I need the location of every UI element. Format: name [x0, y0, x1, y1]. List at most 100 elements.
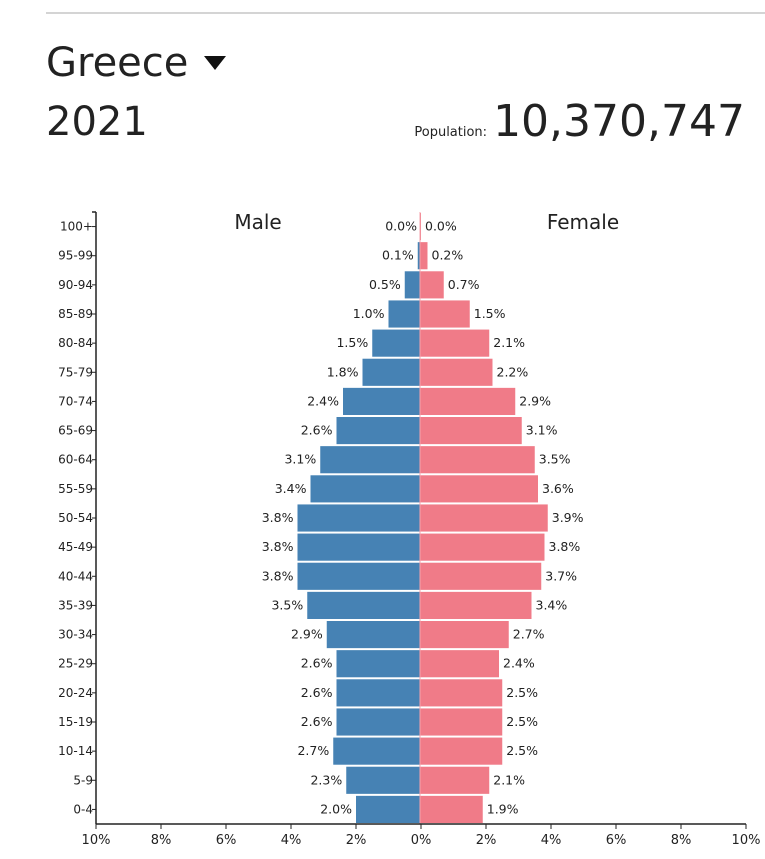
- population-value: 10,370,747: [493, 96, 745, 147]
- female-value-label: 3.9%: [552, 510, 584, 525]
- year-label: 2021: [46, 99, 148, 145]
- age-group-label: 10-14: [58, 744, 93, 758]
- age-group-label: 90-94: [58, 278, 93, 292]
- female-bar: [420, 795, 483, 823]
- male-value-label: 0.5%: [369, 277, 401, 292]
- female-value-label: 3.1%: [526, 423, 558, 438]
- x-axis-tick-label: 4%: [281, 833, 302, 848]
- male-value-label: 3.5%: [271, 597, 303, 612]
- male-bar: [362, 358, 420, 386]
- male-value-label: 3.8%: [262, 568, 294, 583]
- caret-down-icon: [204, 56, 227, 70]
- female-bar: [420, 533, 545, 561]
- male-value-label: 1.0%: [353, 306, 385, 321]
- male-bar: [336, 417, 420, 445]
- female-bar: [420, 708, 503, 736]
- female-value-label: 2.2%: [497, 364, 529, 379]
- age-group-label: 75-79: [58, 365, 93, 379]
- female-value-label: 3.6%: [542, 481, 574, 496]
- male-value-label: 2.0%: [320, 801, 352, 816]
- female-bar: [420, 766, 490, 794]
- male-value-label: 0.0%: [385, 219, 417, 234]
- age-group-label: 0-4: [73, 802, 93, 816]
- male-value-label: 1.8%: [327, 364, 359, 379]
- female-value-label: 2.4%: [503, 656, 535, 671]
- age-group-label: 85-89: [58, 307, 93, 321]
- female-value-label: 3.8%: [549, 539, 581, 554]
- male-value-label: 2.6%: [301, 656, 333, 671]
- female-value-label: 0.2%: [432, 248, 464, 263]
- age-group-label: 5-9: [73, 773, 93, 787]
- age-group-label: 15-19: [58, 715, 93, 729]
- female-value-label: 2.9%: [519, 393, 551, 408]
- female-value-label: 2.1%: [493, 772, 525, 787]
- male-value-label: 3.1%: [284, 452, 316, 467]
- male-value-label: 2.9%: [291, 627, 323, 642]
- male-bar: [336, 650, 420, 678]
- female-value-label: 2.5%: [506, 685, 538, 700]
- male-bar: [297, 504, 420, 532]
- female-bar: [420, 621, 509, 649]
- male-value-label: 2.6%: [301, 685, 333, 700]
- male-value-label: 2.6%: [301, 423, 333, 438]
- female-value-label: 3.7%: [545, 568, 577, 583]
- x-axis-tick-label: 8%: [671, 833, 692, 848]
- male-bar: [388, 300, 420, 328]
- female-bar: [420, 562, 542, 590]
- age-group-label: 80-84: [58, 336, 93, 350]
- x-axis-tick-label: 10%: [732, 833, 761, 848]
- age-group-label: 30-34: [58, 628, 93, 642]
- male-bar: [336, 679, 420, 707]
- female-bar: [420, 737, 503, 765]
- male-bar: [297, 533, 420, 561]
- male-value-label: 3.8%: [262, 510, 294, 525]
- age-group-label: 50-54: [58, 511, 93, 525]
- country-selector[interactable]: Greece: [46, 38, 227, 88]
- male-bar: [333, 737, 420, 765]
- male-bar: [320, 446, 420, 474]
- x-axis-tick-label: 10%: [82, 833, 111, 848]
- population-label: Population:: [414, 125, 488, 140]
- male-bar: [307, 591, 420, 619]
- female-value-label: 1.5%: [474, 306, 506, 321]
- male-bar: [404, 271, 420, 299]
- female-bar: [420, 679, 503, 707]
- age-group-label: 70-74: [58, 394, 93, 408]
- age-group-label: 40-44: [58, 569, 93, 583]
- x-axis-tick-label: 0%: [411, 833, 432, 848]
- age-group-label: 95-99: [58, 249, 93, 263]
- x-axis-tick-label: 4%: [541, 833, 562, 848]
- female-value-label: 2.7%: [513, 627, 545, 642]
- female-bar: [420, 417, 522, 445]
- x-axis-tick-label: 6%: [216, 833, 237, 848]
- male-value-label: 1.5%: [336, 335, 368, 350]
- male-value-label: 2.7%: [297, 743, 329, 758]
- female-value-label: 3.4%: [536, 597, 568, 612]
- female-value-label: 1.9%: [487, 801, 519, 816]
- population-display: Population: 10,370,747: [414, 94, 745, 150]
- male-value-label: 0.1%: [382, 248, 414, 263]
- male-bar: [346, 766, 420, 794]
- male-bar: [343, 387, 420, 415]
- female-value-label: 3.5%: [539, 452, 571, 467]
- female-bar: [420, 504, 548, 532]
- male-bar: [356, 795, 420, 823]
- female-value-label: 2.1%: [493, 335, 525, 350]
- age-group-label: 100+: [60, 220, 93, 234]
- female-bar: [420, 446, 535, 474]
- male-value-label: 2.6%: [301, 714, 333, 729]
- female-value-label: 0.0%: [425, 219, 457, 234]
- female-bar: [420, 475, 538, 503]
- female-bar: [420, 358, 493, 386]
- x-axis-tick-label: 2%: [346, 833, 367, 848]
- male-bar: [372, 329, 420, 357]
- age-group-label: 25-29: [58, 657, 93, 671]
- age-group-label: 60-64: [58, 453, 93, 467]
- female-value-label: 0.7%: [448, 277, 480, 292]
- male-bar: [297, 562, 420, 590]
- female-bar: [420, 387, 516, 415]
- male-value-label: 3.8%: [262, 539, 294, 554]
- female-legend-label: Female: [547, 210, 619, 234]
- country-name: Greece: [46, 40, 189, 86]
- male-value-label: 2.4%: [307, 393, 339, 408]
